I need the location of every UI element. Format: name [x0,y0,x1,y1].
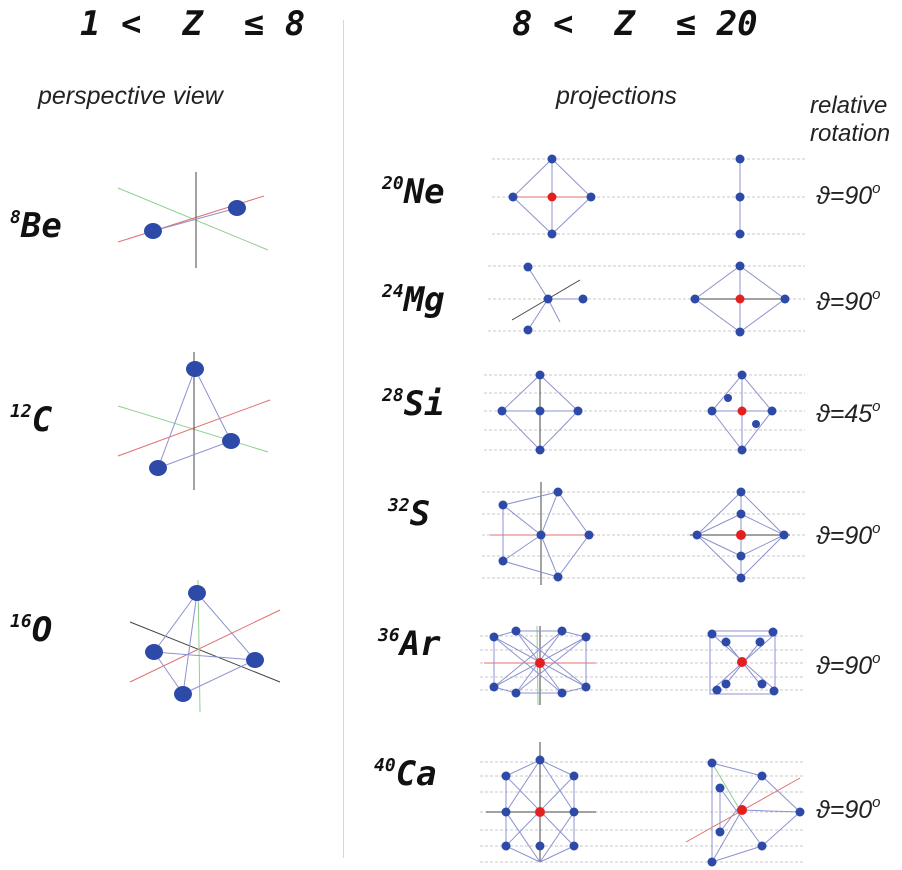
label-si28: 28Si [382,384,445,424]
rotation-ca40: ϑ=90o [816,794,881,824]
be8-perspective [117,172,269,268]
nucleon [246,652,264,668]
rotation-ar36: ϑ=90o [816,650,881,680]
ca40-projections [480,742,805,867]
s32-projections [482,482,805,585]
nucleon [188,585,206,601]
c12-perspective [117,352,271,490]
label-be8: 8Be [10,206,62,246]
column-divider [343,20,344,858]
mg24-projections [488,261,805,337]
nucleon [174,686,192,702]
nucleon [186,361,204,377]
rotation-s32: ϑ=90o [816,520,881,550]
ar36-projections [480,625,805,706]
label-s32: 32S [388,494,431,534]
header-left: 1 < Z ≤ 8 [80,4,306,44]
nucleon [228,200,246,216]
nucleon [145,644,163,660]
o16-perspective [129,579,281,713]
rotation-ne20: ϑ=90o [816,180,881,210]
label-o16: 16O [10,610,53,650]
si28-projections [484,370,805,455]
label-ca40: 40Ca [374,754,437,794]
nucleon [144,223,162,239]
subheader-relative: relative [810,92,888,119]
label-ar36: 36Ar [378,624,441,664]
rotation-si28: ϑ=45o [816,398,881,428]
rotation-mg24: ϑ=90o [816,286,881,316]
subheader-rotation: rotation [810,120,891,147]
nucleon [149,460,167,476]
subheader-perspective: perspective view [38,82,223,110]
label-c12: 12C [10,400,53,440]
label-ne20: 20Ne [382,172,445,212]
nucleon [222,433,240,449]
label-mg24: 24Mg [382,280,445,320]
ne20-projections [492,154,805,239]
subheader-projections: projections [556,82,677,110]
header-right: 8 < Z ≤ 20 [512,4,758,44]
